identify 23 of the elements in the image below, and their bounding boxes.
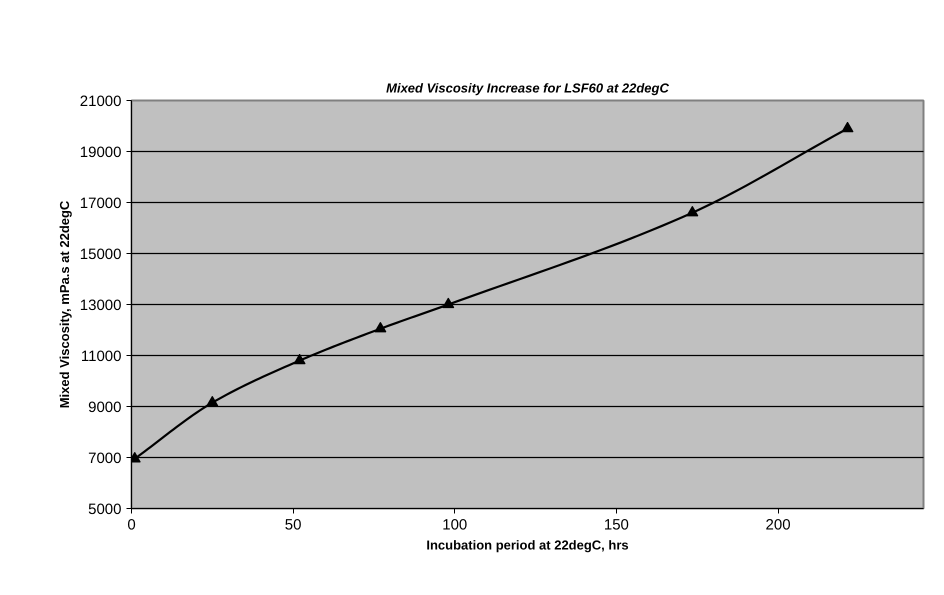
y-tick-label: 19000 bbox=[80, 144, 122, 161]
y-tick-label: 7000 bbox=[88, 450, 122, 467]
y-axis-title: Mixed Viscosity, mPa.s at 22degC bbox=[56, 200, 72, 408]
x-tick-label: 100 bbox=[442, 516, 468, 534]
point bbox=[374, 322, 386, 332]
point bbox=[842, 122, 854, 132]
x-tick-label: 150 bbox=[604, 516, 629, 534]
y-tick-label: 11000 bbox=[80, 348, 122, 365]
x-tick-label: 50 bbox=[284, 516, 302, 534]
chart-title: Mixed Viscosity Increase for LSF60 at 22degC bbox=[386, 80, 670, 96]
point bbox=[442, 298, 454, 308]
point bbox=[206, 396, 218, 406]
y-tick-label: 5000 bbox=[88, 501, 122, 518]
x-tick-label: 0 bbox=[127, 516, 136, 534]
x-tick-label: 200 bbox=[766, 516, 791, 534]
y-tick-label: 21000 bbox=[80, 93, 122, 110]
y-tick-label: 15000 bbox=[80, 246, 122, 263]
x-axis-title: Incubation period at 22degC, hrs bbox=[426, 538, 629, 552]
point bbox=[294, 354, 306, 364]
y-tick-label: 13000 bbox=[80, 297, 122, 314]
y-tick-label: 17000 bbox=[80, 195, 122, 212]
y-tick-label: 9000 bbox=[88, 399, 122, 416]
point bbox=[686, 206, 698, 216]
